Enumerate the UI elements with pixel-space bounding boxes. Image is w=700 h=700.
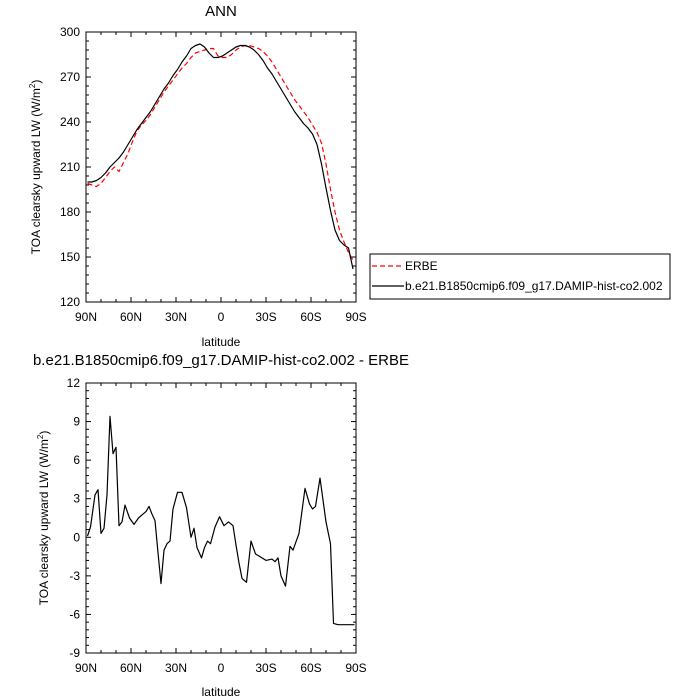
bottom-y-axis-label-main: TOA clearsky upward LW (W/m [37, 439, 51, 605]
bottom-y-axis-label-close: ) [37, 431, 51, 435]
top-series-group [87, 43, 354, 270]
bottom-x-tick-label: 60S [300, 661, 321, 675]
bottom-x-axis-label: latitude [202, 685, 241, 699]
bottom-plot-frame [85, 382, 357, 654]
top-x-tick-label: 0 [218, 310, 225, 324]
bottom-x-tick-label: 0 [218, 661, 225, 675]
bottom-y-tick-label: 12 [67, 376, 81, 390]
top-y-tick-labels: 120 150 180 210 240 270 300 [60, 25, 80, 309]
bottom-series-line-model [86, 415, 355, 626]
top-x-axis-label: latitude [202, 335, 241, 349]
bottom-y-tick-label: 3 [73, 492, 80, 506]
top-x-tick-label: 30S [255, 310, 276, 324]
top-x-tick-label: 60S [300, 310, 321, 324]
top-y-tick-label: 150 [60, 250, 80, 264]
bottom-x-tick-label: 90S [345, 661, 366, 675]
bottom-y-tick-label: 9 [73, 415, 80, 429]
bottom-y-tick-label: -3 [69, 569, 80, 583]
top-x-tick-label: 60N [120, 310, 142, 324]
bottom-x-tick-label: 30N [165, 661, 187, 675]
bottom-x-tick-labels: 90N 60N 30N 0 30S 60S 90S [75, 661, 367, 675]
bottom-y-tick-labels: -9 -6 -3 0 3 6 9 12 [67, 376, 81, 660]
top-panel: ANN 120 150 180 210 240 270 300 90N 60N 30N 0 30S 6… [28, 3, 367, 349]
top-series-line-erbe [87, 44, 354, 261]
top-series-line-model [87, 43, 354, 270]
bottom-y-axis-label-sup: 2 [36, 434, 45, 439]
bottom-y-tick-label: -9 [69, 646, 80, 660]
legend: ERBE b.e21.B1850cmip6.f09_g17.DAMIP-hist… [369, 253, 671, 300]
bottom-y-tick-label: 0 [73, 530, 80, 544]
top-y-tick-label: 300 [60, 25, 80, 39]
top-y-tick-label: 180 [60, 205, 80, 219]
top-y-tick-label: 240 [60, 115, 80, 129]
top-y-tick-label: 120 [60, 295, 80, 309]
bottom-chart-title: b.e21.B1850cmip6.f09_g17.DAMIP-hist-co2.… [33, 352, 409, 369]
top-chart-title: ANN [205, 3, 237, 20]
top-y-tick-label: 270 [60, 70, 80, 84]
bottom-x-tick-label: 90N [75, 661, 97, 675]
top-y-tick-label: 210 [60, 160, 80, 174]
bottom-y-axis-label: TOA clearsky upward LW (W/m2) [36, 431, 51, 606]
top-x-tick-label: 90S [345, 310, 366, 324]
bottom-x-tick-label: 60N [120, 661, 142, 675]
legend-label-model: b.e21.B1850cmip6.f09_g17.DAMIP-hist-co2.… [405, 279, 663, 293]
top-plot-frame [85, 31, 357, 303]
top-y-axis-label-main: TOA clearsky upward LW (W/m [29, 88, 43, 254]
top-x-tick-label: 90N [75, 310, 97, 324]
bottom-y-tick-label: -6 [69, 607, 80, 621]
top-x-tick-label: 30N [165, 310, 187, 324]
bottom-y-tick-label: 6 [73, 453, 80, 467]
legend-label-erbe: ERBE [405, 259, 438, 273]
legend-box [369, 253, 671, 300]
bottom-panel: b.e21.B1850cmip6.f09_g17.DAMIP-hist-co2.… [33, 352, 409, 699]
top-y-axis-label-close: ) [29, 80, 43, 84]
top-y-axis-label: TOA clearsky upward LW (W/m2) [28, 80, 43, 255]
bottom-x-tick-label: 30S [255, 661, 276, 675]
top-y-axis-label-sup: 2 [28, 83, 37, 88]
bottom-axis-ticks [85, 382, 357, 654]
bottom-series-group [86, 415, 355, 626]
top-axis-ticks [85, 31, 357, 303]
top-x-tick-labels: 90N 60N 30N 0 30S 60S 90S [75, 310, 367, 324]
